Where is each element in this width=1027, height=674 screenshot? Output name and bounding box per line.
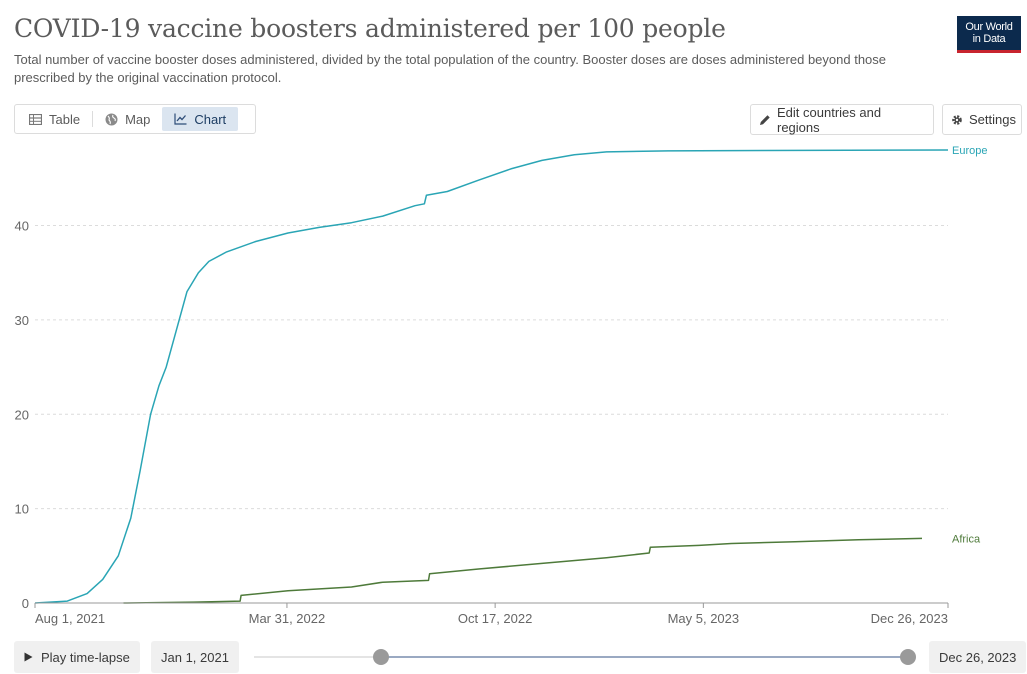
owid-logo[interactable]: Our World in Data [957,16,1021,53]
timeline-start-date[interactable]: Jan 1, 2021 [151,641,239,673]
x-tick-label: Mar 31, 2022 [249,611,326,626]
y-tick-label: 10 [15,502,29,517]
logo-line-1: Our World [965,21,1013,33]
x-tick-label: Oct 17, 2022 [458,611,532,626]
timeline-end-label: Dec 26, 2023 [939,649,1017,665]
series-lines: Europe Africa [34,145,987,604]
timeline-selected-range [381,656,908,658]
tab-divider [92,111,94,127]
play-timelapse-button[interactable]: Play time-lapse [14,641,140,673]
y-tick-label: 30 [15,313,29,328]
play-icon [24,652,33,662]
chart-title: COVID-19 vaccine boosters administered p… [14,14,726,43]
series-line-africa [123,537,923,604]
series-label-europe: Europe [952,145,987,157]
timeline-end-date[interactable]: Dec 26, 2023 [929,641,1027,673]
timeline-start-handle[interactable] [373,649,389,665]
series-label-africa: Africa [952,533,981,545]
x-tick-label: Aug 1, 2021 [35,611,105,626]
tab-table[interactable]: Table [17,107,92,131]
table-icon [29,113,42,125]
edit-countries-label: Edit countries and regions [777,104,882,135]
series-line-europe [34,149,949,604]
y-tick-label: 0 [22,596,29,611]
axes: 0 10 20 30 40 Aug 1, 2021 Mar 31, 2022 Oct 17, … [15,219,949,626]
logo-line-2: in Data [972,33,1006,45]
tab-map[interactable]: Map [93,107,162,131]
play-timelapse-label: Play time-lapse [41,649,130,665]
tab-chart[interactable]: Chart [162,107,239,131]
grid-lines [35,225,948,510]
timeline-start-label: Jan 1, 2021 [161,649,229,665]
settings-button[interactable]: Settings [942,104,1022,135]
globe-icon [105,113,118,126]
chart-subtitle: Total number of vaccine booster doses ad… [14,52,887,85]
y-tick-label: 40 [15,219,29,234]
tab-chart-label: Chart [194,111,227,127]
line-chart-icon [174,113,187,125]
line-chart: Europe Africa 0 10 20 30 40 Aug 1, 2021 Mar 31,… [15,145,988,626]
timeline-end-handle[interactable] [900,649,916,665]
edit-countries-button[interactable]: Edit countries and regions [750,104,934,135]
view-tabs: Table Map Chart [14,104,256,134]
gear-icon [951,114,963,126]
settings-label: Settings [969,112,1016,127]
y-tick-label: 20 [15,407,29,422]
tab-map-label: Map [125,111,151,127]
tab-table-label: Table [49,111,81,127]
x-tick-label: Dec 26, 2023 [871,611,948,626]
x-tick-label: May 5, 2023 [668,611,740,626]
pencil-icon [759,114,771,126]
